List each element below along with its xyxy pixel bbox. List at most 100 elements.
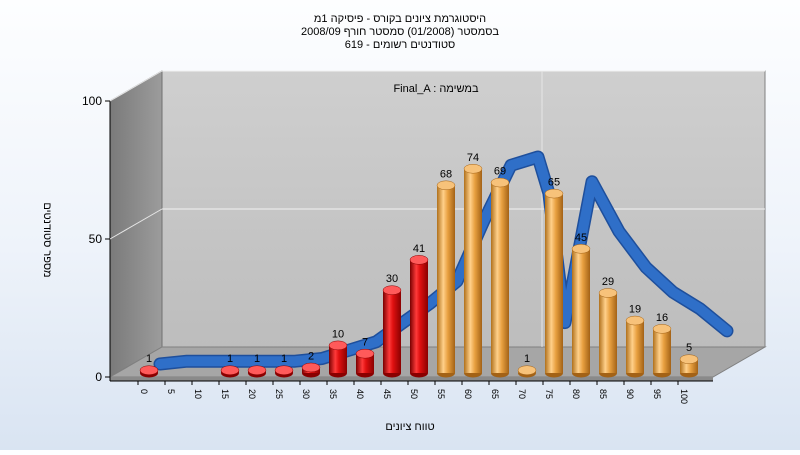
distribution-curve [155,152,732,369]
x-tick-label: 45 [382,389,392,399]
bar-top [625,315,645,326]
bar-body [383,290,401,373]
y-tick-label: 50 [89,232,103,246]
chart-title-line-1: היסטוגרמת ציונים בקורס - פיסיקה 1מ [314,13,486,25]
bar [409,255,429,378]
gridline-side [109,70,163,102]
bar-top [652,324,672,334]
bar-value-label: 1 [254,353,260,365]
bar-body [626,320,644,373]
bar [598,288,618,378]
bar [274,365,294,378]
bar [355,348,375,378]
bar-body [437,185,455,373]
bar-top [355,348,375,359]
bar-body [329,345,347,373]
x-tick-label: 85 [598,389,608,399]
x-tick-label: 35 [328,389,338,399]
bar-top [382,285,402,295]
bar-value-label: 1 [524,353,530,365]
bar-value-label: 10 [332,328,344,340]
distribution-curve-layer [153,150,734,371]
y-tick-label: 0 [95,370,102,384]
x-tick-label: 20 [247,389,257,399]
bar-value-label: 41 [413,243,425,255]
x-tick-label: 60 [463,389,473,399]
chart-title-block: היסטוגרמת ציונים בקורס - פיסיקה 1מ בסמסט… [301,13,499,51]
bar-value-label: 1 [281,353,287,365]
bar-value-label: 68 [440,168,452,180]
bar-value-label: 7 [362,337,368,349]
bar [328,340,348,378]
x-tick-labels: 0 5 10 15 20 25 30 35 40 45 50 55 60 65 70 75 80 85 90 95 10… [137,381,689,404]
bar-value-label: 5 [686,342,692,354]
bar [544,188,564,378]
bar-top [544,188,564,199]
bar-body [653,328,671,373]
bar-top [463,164,483,174]
bar-value-label: 1 [146,353,152,365]
bar [463,164,483,378]
y-tick-label: 100 [82,94,102,108]
bar [652,324,672,378]
bar-body [410,259,428,373]
bar-body [464,168,482,373]
bar-body [356,353,374,373]
x-tick-label: 30 [301,389,311,399]
bar [247,365,267,378]
x-tick-label: 40 [355,389,365,399]
bar-value-label: 2 [308,350,314,362]
y-tick-labels: 0 50 100 [82,94,110,384]
bar-top [301,362,321,373]
bars-layer [139,164,699,378]
bar [517,365,537,378]
bar-top [571,244,591,254]
bar-value-label: 16 [656,312,668,324]
x-axis-title: טווח ציונים [385,421,434,433]
x-tick-label: 90 [625,389,635,399]
bar-top [247,365,267,375]
y-axis-title: מספר סטודנטים [41,202,53,277]
x-tick-label: 10 [193,389,203,399]
bar [382,285,402,378]
bar-value-label: 69 [494,166,506,178]
bar-value-label: 1 [227,353,233,365]
bar-top [328,340,348,351]
bar-top [436,180,456,191]
bar-value-label: 29 [602,276,614,288]
bar-top [490,177,510,188]
bar-top [274,365,294,375]
bar-top [517,365,537,375]
bar-top [679,354,699,364]
bar-value-label: 45 [575,232,587,244]
x-tick-label: 5 [166,389,176,394]
bar [301,362,321,378]
bar [436,180,456,378]
x-tick-label: 25 [274,389,284,399]
bar-body [599,292,617,373]
bar [571,244,591,378]
bar-body [491,182,509,373]
x-tick-label: 70 [517,389,527,399]
bar-body [545,193,563,373]
x-tick-label: 75 [544,389,554,399]
gridline-side [109,208,163,240]
x-tick-label: 50 [409,389,419,399]
x-tick-label: 80 [571,389,581,399]
bar-body [572,248,590,373]
x-tick-label: 65 [490,389,500,399]
floor-front-edge [110,377,713,381]
bar-top [409,255,429,265]
bar-value-label: 65 [548,177,560,189]
bar [220,365,240,378]
x-tick-label: 95 [652,389,662,399]
bar [625,315,645,378]
chart-title-line-2: בסמסטר (01/2008) סמסטר חורף 2008/09 [301,26,499,38]
x-tick-label: 15 [220,389,230,399]
bar-top [598,288,618,298]
bar-value-label: 19 [629,304,641,316]
task-annotation: Final_A : במשימה [393,83,479,95]
bar-value-label: 30 [386,273,398,285]
bar-top [139,365,159,375]
gridlines [109,70,765,347]
